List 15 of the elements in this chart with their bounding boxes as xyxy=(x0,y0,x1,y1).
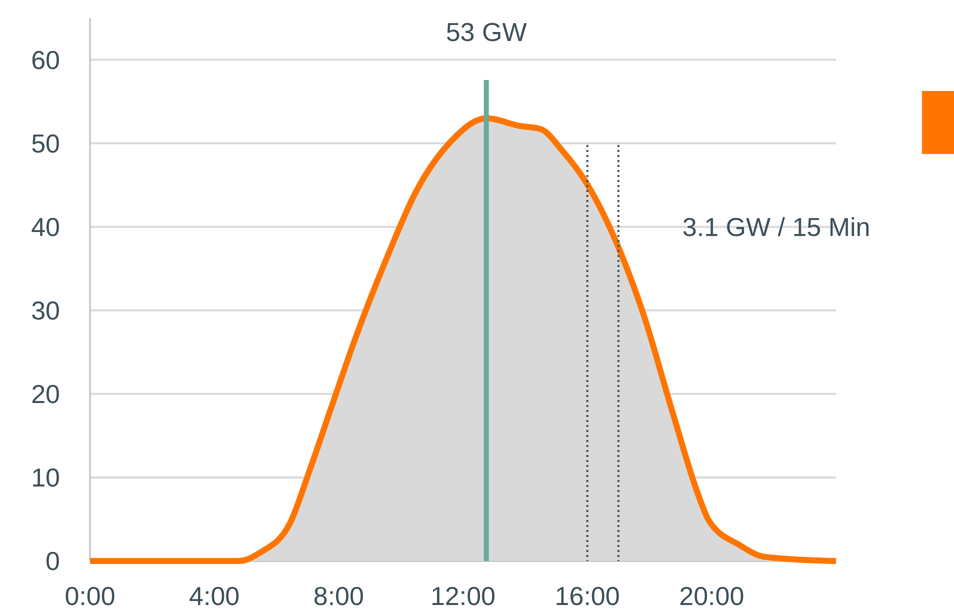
annotation: 53 GW xyxy=(446,17,528,47)
x-tick-label: 16:00 xyxy=(554,581,620,611)
y-tick-label: 60 xyxy=(31,44,60,75)
y-tick-label: 40 xyxy=(31,212,60,242)
x-tick-label: 4:00 xyxy=(189,581,240,611)
x-tick-label: 20:00 xyxy=(679,581,744,611)
y-tick-label: 30 xyxy=(31,295,60,326)
annotation: 3.1 GW / 15 Min xyxy=(682,212,870,242)
y-tick-label: 10 xyxy=(31,462,60,493)
x-tick-label: 12:00 xyxy=(430,581,496,611)
y-tick-label: 50 xyxy=(31,128,60,158)
y-tick-label: 0 xyxy=(46,546,60,576)
y-tick-label: 20 xyxy=(31,379,60,410)
x-tick-label: 8:00 xyxy=(313,581,364,611)
x-tick-label: 0:00 xyxy=(64,581,116,611)
